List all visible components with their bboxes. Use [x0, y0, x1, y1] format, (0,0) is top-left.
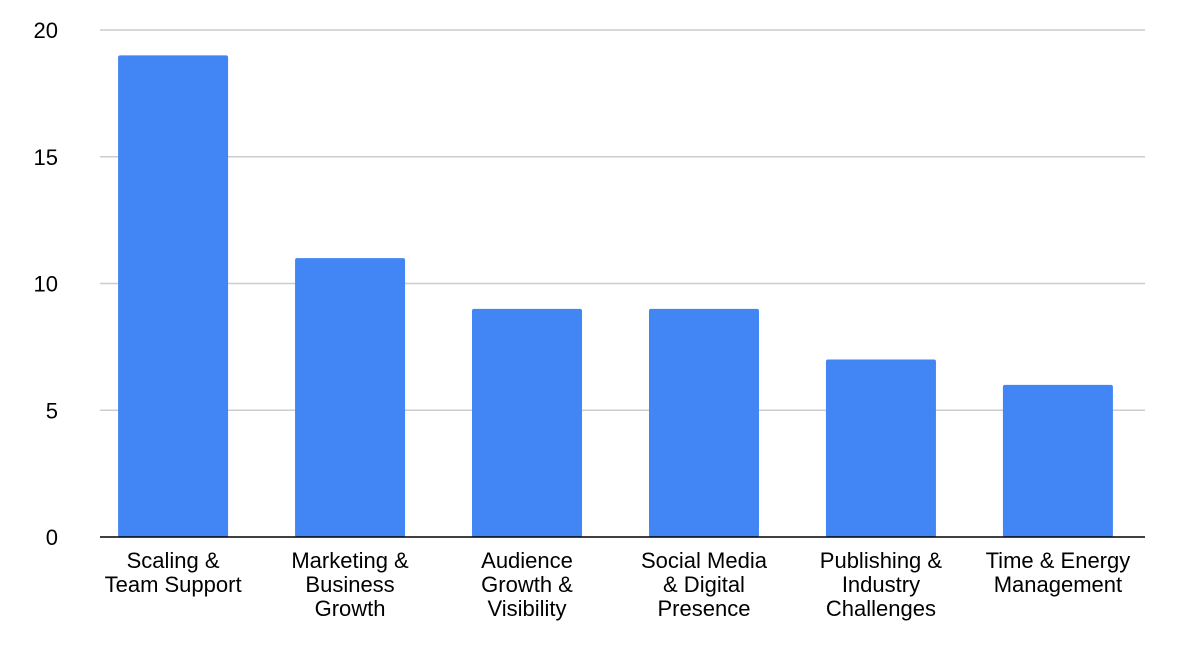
x-category-label-line: Management: [994, 572, 1122, 597]
x-category-label-line: Industry: [842, 572, 920, 597]
y-tick-label: 5: [46, 398, 58, 423]
x-category-label-line: Scaling &: [127, 548, 220, 573]
x-category-label-line: Team Support: [105, 572, 242, 597]
x-category-label-line: Marketing &: [291, 548, 409, 573]
bar: [295, 258, 406, 537]
x-category-label-line: Publishing &: [820, 548, 943, 573]
x-category-label-line: Audience: [481, 548, 573, 573]
x-axis-category-labels: Scaling & Team Support Marketing & Business…: [105, 548, 1131, 621]
x-category-label-line: Visibility: [487, 596, 566, 621]
x-category-label-line: Time & Energy: [986, 548, 1131, 573]
bar: [1002, 384, 1113, 537]
y-tick-label: 15: [34, 145, 58, 170]
x-category-label-line: & Digital: [663, 572, 745, 597]
bars: [118, 55, 1113, 537]
bar: [648, 308, 759, 537]
x-category-label-line: Presence: [658, 596, 751, 621]
x-category-label-line: Social Media: [641, 548, 768, 573]
x-category-label-line: Business: [305, 572, 394, 597]
x-category-label: Publishing & Industry Challenges: [820, 548, 943, 621]
x-category-label: Scaling & Team Support: [105, 548, 242, 597]
y-tick-label: 20: [34, 18, 58, 43]
x-category-label-line: Challenges: [826, 596, 936, 621]
x-category-label: Marketing & Business Growth: [291, 548, 409, 621]
y-tick-label: 0: [46, 525, 58, 550]
x-category-label-line: Growth &: [481, 572, 573, 597]
x-category-label-line: Growth: [315, 596, 386, 621]
x-category-label: Time & Energy Management: [986, 548, 1131, 597]
x-category-label: Audience Growth & Visibility: [481, 548, 573, 621]
bar: [825, 359, 936, 537]
bar: [118, 55, 229, 537]
y-axis-tick-labels: 0 5 10 15 20: [34, 18, 58, 550]
y-tick-label: 10: [34, 272, 58, 297]
x-category-label: Social Media & Digital Presence: [641, 548, 768, 621]
gridlines: [100, 29, 1145, 411]
bar: [472, 308, 583, 537]
